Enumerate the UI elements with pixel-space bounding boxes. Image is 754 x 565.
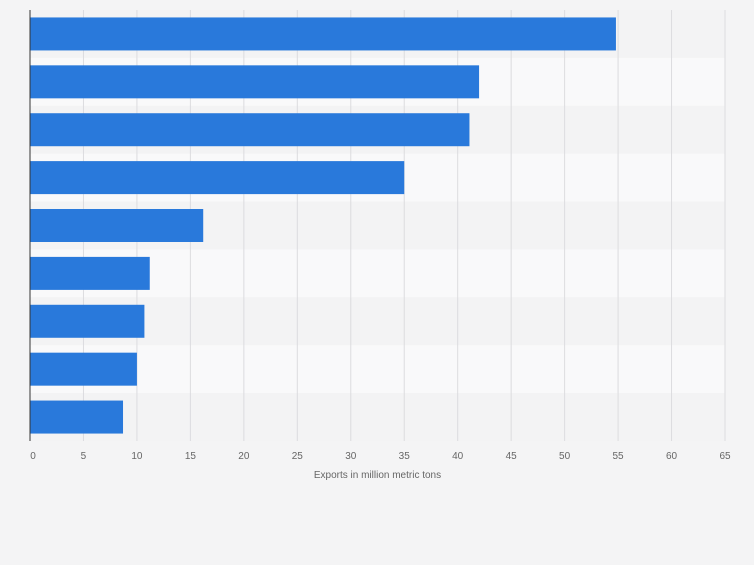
bar[interactable] bbox=[30, 256, 150, 290]
x-tick-label: 20 bbox=[238, 451, 250, 462]
x-tick-label: 40 bbox=[452, 451, 464, 462]
x-tick-label: 30 bbox=[345, 451, 357, 462]
x-axis-label: Exports in million metric tons bbox=[314, 470, 441, 481]
x-tick-label: 60 bbox=[666, 451, 678, 462]
bar[interactable] bbox=[30, 17, 616, 51]
x-tick-label: 50 bbox=[559, 451, 571, 462]
x-tick-label: 35 bbox=[399, 451, 411, 462]
row-band bbox=[30, 297, 725, 346]
x-tick-labels: 0 5 10 15 20 25 30 35 40 45 50 55 60 65 bbox=[30, 451, 731, 462]
bar[interactable] bbox=[30, 352, 137, 386]
bars bbox=[30, 17, 616, 434]
x-tick-label: 65 bbox=[719, 451, 731, 462]
bar[interactable] bbox=[30, 304, 145, 338]
x-tick-label: 55 bbox=[613, 451, 625, 462]
bar[interactable] bbox=[30, 113, 470, 147]
x-tick-label: 25 bbox=[292, 451, 304, 462]
row-band bbox=[30, 345, 725, 394]
x-tick-label: 5 bbox=[81, 451, 87, 462]
bar[interactable] bbox=[30, 400, 124, 434]
row-band bbox=[30, 393, 725, 441]
x-tick-label: 45 bbox=[506, 451, 518, 462]
bar[interactable] bbox=[30, 161, 405, 195]
bar[interactable] bbox=[30, 209, 204, 242]
x-tick-label: 15 bbox=[185, 451, 197, 462]
bar[interactable] bbox=[30, 65, 480, 99]
x-tick-label: 10 bbox=[131, 451, 143, 462]
x-tick-label: 0 bbox=[30, 451, 36, 462]
